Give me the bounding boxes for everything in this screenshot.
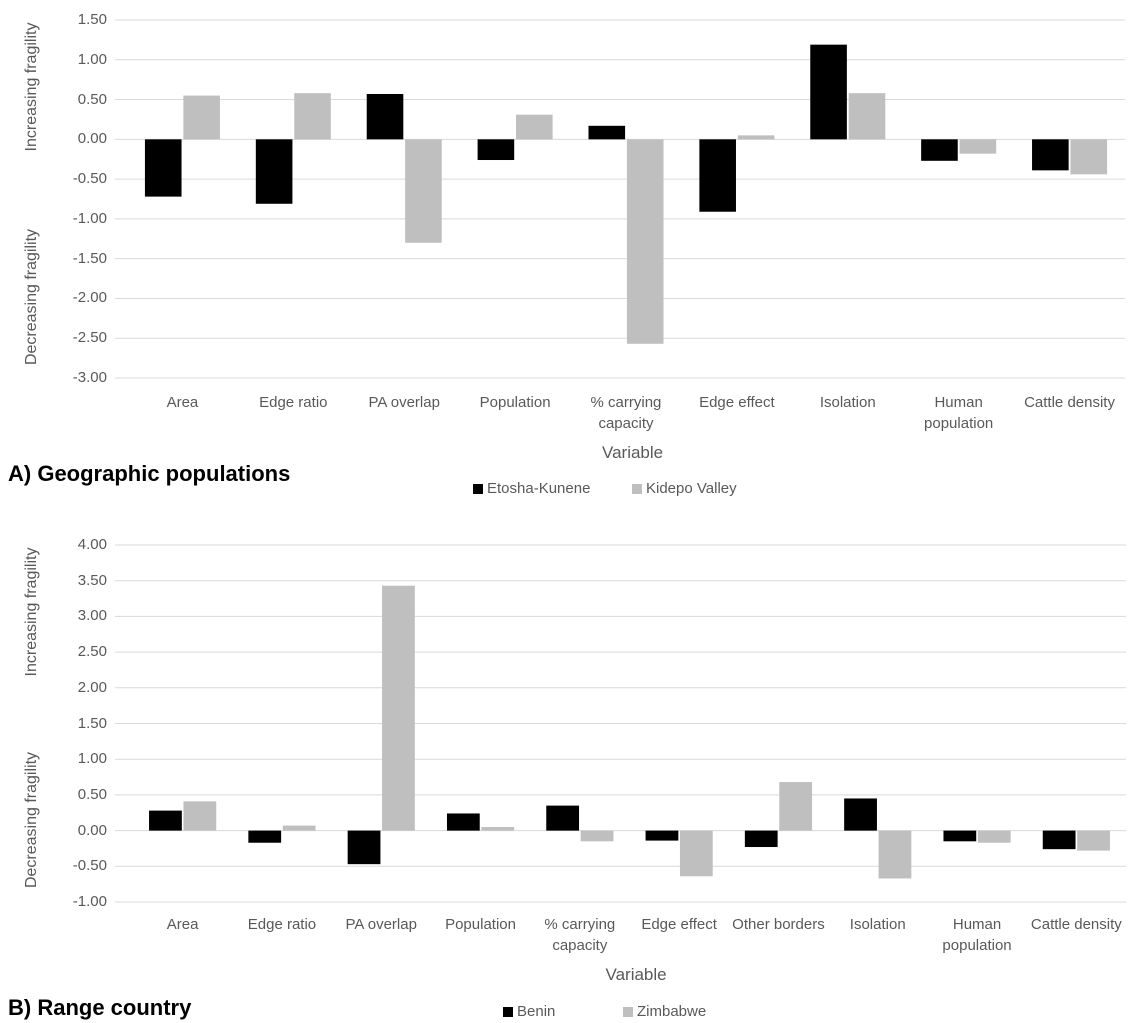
bar <box>149 810 182 831</box>
bar <box>645 830 679 841</box>
bar <box>282 825 316 831</box>
y-tick-label: 0.00 <box>77 130 107 148</box>
x-tick-label: Other borders <box>732 916 825 933</box>
x-axis-title: Variable <box>605 965 667 984</box>
legend-swatch <box>623 1007 633 1017</box>
x-tick-label: Area <box>166 916 199 933</box>
bar <box>183 801 217 831</box>
bar <box>844 798 877 831</box>
y-tick-label: -1.00 <box>72 209 107 227</box>
y-axis-title: Increasing fragility <box>23 547 40 677</box>
bar <box>737 135 775 140</box>
legend-swatch <box>503 1007 513 1017</box>
y-tick-label: -2.00 <box>72 289 107 307</box>
bar <box>1042 830 1076 850</box>
x-tick-label: Isolation <box>819 394 876 411</box>
legend-label: Benin <box>517 1003 556 1020</box>
legend-label: Etosha-Kunene <box>487 480 591 497</box>
x-tick-label: PA overlap <box>345 916 417 933</box>
bar <box>1032 139 1069 171</box>
bar <box>943 830 977 842</box>
legend-swatch <box>632 484 642 494</box>
bar <box>580 830 614 842</box>
y-tick-label: -3.00 <box>72 369 107 386</box>
bar <box>347 830 381 865</box>
bar <box>446 813 480 831</box>
bar <box>959 139 997 154</box>
x-tick-label: % carrying capacity <box>590 394 662 432</box>
chart-title: A) Geographic populations <box>8 461 291 486</box>
x-tick-label: Area <box>166 394 199 411</box>
bar <box>626 139 664 344</box>
y-axis-title: Increasing fragility <box>23 22 40 152</box>
bar <box>848 93 886 140</box>
y-tick-label: -1.50 <box>72 249 107 267</box>
x-tick-label: Edge effect <box>641 916 717 933</box>
bar <box>144 139 182 197</box>
legend-label: Kidepo Valley <box>646 480 737 497</box>
y-tick-label: 1.50 <box>77 11 107 28</box>
bar <box>294 93 331 140</box>
bar <box>977 830 1011 843</box>
y-tick-label: 2.00 <box>77 678 107 696</box>
bar <box>546 805 580 831</box>
x-tick-label: Cattle density <box>1024 394 1115 411</box>
bar <box>366 93 404 140</box>
bar <box>699 139 736 212</box>
chart-title: B) Range country <box>8 995 192 1020</box>
y-tick-label: 4.00 <box>77 536 107 553</box>
y-tick-label: -1.00 <box>72 893 107 910</box>
y-tick-label: 2.50 <box>77 643 107 661</box>
bar <box>516 114 553 140</box>
bar <box>481 827 515 831</box>
bar <box>779 782 813 831</box>
legend-swatch <box>473 484 483 494</box>
y-tick-label: 0.00 <box>77 821 107 839</box>
y-tick-label: 3.50 <box>77 571 107 589</box>
bar <box>1070 139 1108 175</box>
x-tick-label: Edge ratio <box>247 916 317 933</box>
x-tick-label: Human population <box>942 916 1012 954</box>
bar <box>477 139 515 161</box>
bar <box>255 139 293 204</box>
y-tick-label: 1.00 <box>77 750 107 768</box>
bar <box>248 830 282 843</box>
x-tick-label: Cattle density <box>1030 916 1122 933</box>
x-tick-label: Population <box>479 394 551 411</box>
legend-label: Zimbabwe <box>637 1003 707 1020</box>
bar <box>183 95 220 140</box>
y-tick-label: 0.50 <box>77 785 107 803</box>
y-tick-label: 1.50 <box>77 714 107 732</box>
bar <box>382 585 415 831</box>
bar <box>1077 830 1110 851</box>
x-tick-label: Edge effect <box>699 394 775 411</box>
x-tick-label: % carrying capacity <box>544 916 616 954</box>
y-tick-label: 0.50 <box>77 90 107 108</box>
bar <box>405 139 442 243</box>
y-axis-title: Decreasing fragility <box>23 751 40 889</box>
x-tick-label: Isolation <box>849 916 906 933</box>
y-tick-label: -0.50 <box>72 857 107 875</box>
bar <box>679 830 713 877</box>
x-axis-title: Variable <box>602 443 664 462</box>
y-tick-label: 3.00 <box>77 607 107 625</box>
y-tick-label: 1.00 <box>77 50 107 68</box>
bar <box>810 44 847 140</box>
bar <box>878 830 912 879</box>
bar <box>744 830 778 848</box>
x-tick-label: Population <box>445 916 516 933</box>
y-tick-label: -2.50 <box>72 329 107 347</box>
y-tick-label: -0.50 <box>72 170 107 188</box>
x-tick-label: Human population <box>924 394 994 432</box>
x-tick-label: Edge ratio <box>259 394 328 411</box>
x-tick-label: PA overlap <box>368 394 440 411</box>
bar <box>588 125 626 140</box>
y-axis-title: Decreasing fragility <box>23 228 40 366</box>
bar <box>921 139 958 161</box>
